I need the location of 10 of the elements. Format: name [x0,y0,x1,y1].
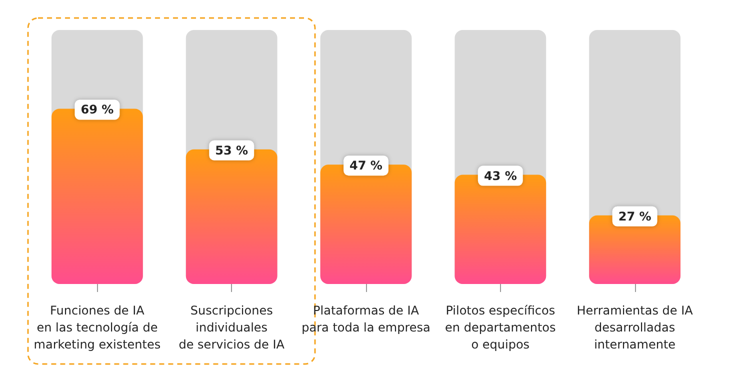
data-label: 53 % [215,143,248,158]
x-tick-label: Plataformas de IA para toda la empresa [302,304,430,334]
x-tick-label: Pilotos específicos en departamentos o equipos [445,304,556,352]
data-label: 69 % [80,102,114,117]
x-tick-label: Funciones de IA en las tecnología de marketing existentes [34,304,161,352]
data-label: 43 % [484,168,517,183]
x-tick-label: Suscripciones individuales de servicios de IA [178,304,286,352]
x-tick-label: Herramientas de IA desarrolladas internamente [576,304,694,352]
data-label: 27 % [618,209,652,224]
data-label: 47 % [350,158,382,173]
